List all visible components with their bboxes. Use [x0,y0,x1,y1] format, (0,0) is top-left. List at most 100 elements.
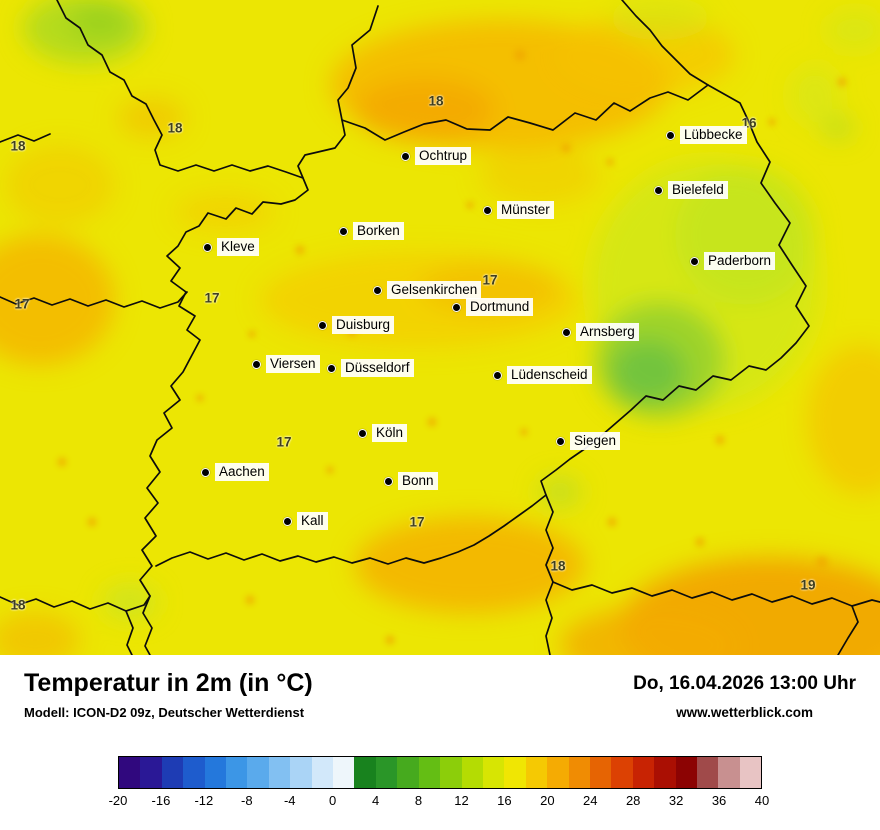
colorbar-tick-label: 20 [540,793,555,808]
city-label: Arnsberg [576,323,639,341]
footer-left: Temperatur in 2m (in °C) Modell: ICON-D2… [24,669,313,720]
colorbar-tick-label: 28 [625,793,641,808]
city-marker: Arnsberg [562,323,639,341]
city-marker: Viersen [252,355,320,373]
model-info: Modell: ICON-D2 09z, Deutscher Wetterdie… [24,705,305,720]
colorbar-segment [311,757,334,788]
city-dot [327,363,336,373]
border-line [0,133,51,143]
city-label: Borken [353,222,404,240]
city-marker: Aachen [201,463,269,481]
temperature-speckles [57,49,847,645]
city-label: Gelsenkirchen [387,281,482,299]
border-line [545,494,554,655]
colorbar-tick-label: -4 [283,793,296,808]
city-label: Lüdenscheid [507,366,592,384]
city-dot [401,151,410,161]
border-line [341,84,810,437]
city-label: Lübbecke [680,126,747,144]
colorbar: -20 -16 -12 -8 -4 0 4 8 12 16 20 24 28 32 36 40 [109,756,769,811]
colorbar-segment [568,757,590,788]
border-line [837,605,859,655]
temperature-value-label: 18 [167,120,183,136]
colorbar-segment [204,757,227,788]
colorbar-tick-label: 16 [497,793,512,808]
city-marker: Kleve [203,238,259,256]
colorbar-segment [161,757,184,788]
border-line [0,595,151,612]
city-label: Kleve [217,238,259,256]
city-label: Münster [497,201,554,219]
colorbar-segments [118,756,762,789]
city-marker: Paderborn [690,252,776,270]
city-marker: Gelsenkirchen [373,281,482,299]
colorbar-tick-label: 32 [668,793,684,808]
map-area: 18 18 16 18 17 17 17 17 17 18 19 18 Ochtrup Lübbecke… [0,0,880,655]
city-marker-layer: Ochtrup Lübbecke Bielefeld Münster Borken Kle… [201,126,776,530]
temperature-value-label: 17 [409,514,425,530]
border-line [621,0,709,86]
city-label: Köln [372,424,408,442]
colorbar-tick-label: 36 [711,793,727,808]
colorbar-tick-label: 24 [583,793,598,808]
border-line [56,0,304,179]
city-label: Paderborn [704,252,776,270]
temperature-value-label: 19 [800,577,816,593]
colorbar-segment [354,757,376,788]
colorbar-segment [461,757,483,788]
city-label: Bielefeld [668,181,728,199]
city-marker: Kall [283,512,328,530]
state-borders [0,0,880,655]
city-marker: Lüdenscheid [493,366,592,384]
city-marker: Siegen [556,432,621,450]
city-dot [252,359,261,369]
city-label: Kall [297,512,328,530]
colorbar-segment [525,757,548,788]
colorbar-tick-label: 0 [329,793,337,808]
colorbar-segment [589,757,612,788]
city-label: Dortmund [466,298,534,316]
temperature-value-label: 17 [276,434,292,450]
website-label: www.wetterblick.com [676,705,813,720]
colorbar-segment [247,757,269,788]
colorbar-segment [632,757,655,788]
colorbar-segment [397,757,419,788]
city-dot [201,467,210,477]
colorbar-segment [675,757,697,788]
temperature-value-label: 18 [10,597,26,613]
city-marker: Duisburg [318,316,395,334]
colorbar-segment [226,757,248,788]
city-dot [666,130,675,140]
colorbar-tick-label: 40 [754,793,770,808]
border-line [139,5,379,655]
temperature-value-label: 17 [482,272,498,288]
city-dot [690,256,699,266]
city-marker: Ochtrup [401,147,472,165]
colorbar-segment [375,757,398,788]
border-line [155,435,602,567]
colorbar-segment [268,757,291,788]
colorbar-segment [611,757,633,788]
city-dot [384,476,393,486]
colorbar-segment [119,757,141,788]
datetime-label: Do, 16.04.2026 13:00 Uhr [633,673,856,694]
city-marker: Münster [483,201,554,219]
colorbar-segment [547,757,569,788]
colorbar-tick-label: 4 [371,793,380,808]
colorbar-tick-label: -12 [194,793,214,808]
city-dot [493,370,502,380]
colorbar-segment [440,757,462,788]
colorbar-segment [418,757,441,788]
city-dot [556,436,565,446]
border-line [125,610,134,655]
colorbar-segment [333,757,355,788]
city-marker: Dortmund [452,298,534,316]
city-marker: Lübbecke [666,126,747,144]
city-marker: Düsseldorf [327,359,414,377]
city-dot [373,285,382,295]
city-dot [339,226,348,236]
footer-right: Do, 16.04.2026 13:00 Uhr www.wetterblick… [633,669,856,720]
city-label: Düsseldorf [341,359,414,377]
city-dot [562,327,571,337]
temperature-label-layer: 18 18 16 18 17 17 17 17 17 18 19 18 [10,94,816,613]
